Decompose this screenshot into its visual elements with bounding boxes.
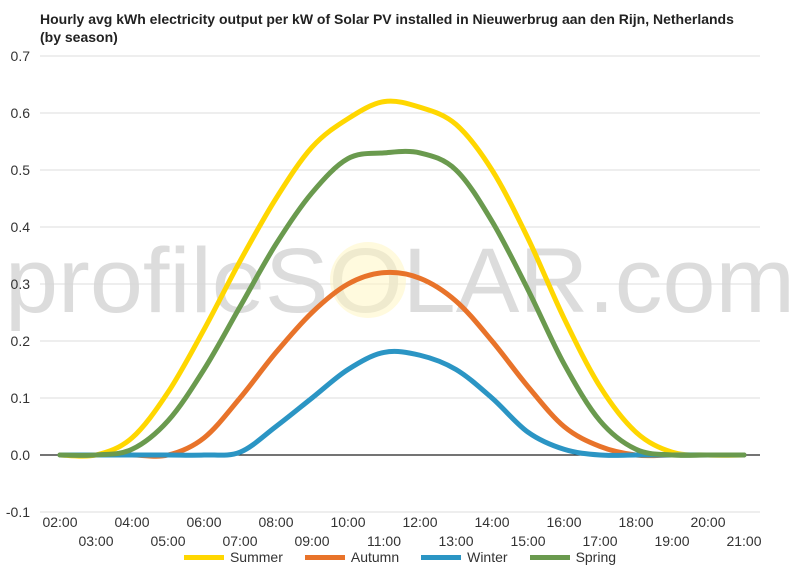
- x-tick-label: 19:00: [654, 533, 689, 549]
- x-tick-label: 02:00: [42, 514, 77, 530]
- x-tick-label: 04:00: [114, 514, 149, 530]
- legend-item-summer: Summer: [183, 549, 283, 565]
- y-tick-label: 0.1: [11, 390, 31, 406]
- series-line-winter: [57, 348, 747, 458]
- y-tick-label: 0.7: [11, 48, 31, 64]
- legend-swatch: [421, 554, 462, 560]
- x-tick-label: 05:00: [150, 533, 185, 549]
- legend: Summer Autumn Winter Spring: [0, 549, 800, 565]
- series-lines: [57, 98, 747, 459]
- x-tick-label: 21:00: [726, 533, 761, 549]
- x-tick-label: 13:00: [438, 533, 473, 549]
- legend-item-winter: Winter: [421, 549, 508, 565]
- x-tick-label: 15:00: [510, 533, 545, 549]
- legend-label: Autumn: [350, 549, 400, 565]
- series-line-summer: [57, 98, 747, 459]
- x-tick-label: 08:00: [258, 514, 293, 530]
- x-tick-label: 18:00: [618, 514, 653, 530]
- series-line-spring: [57, 148, 747, 458]
- watermark-sun-icon: [330, 242, 406, 318]
- x-tick-label: 03:00: [78, 533, 113, 549]
- y-axis-ticks: -0.1 0.0 0.1 0.2 0.3 0.4 0.5 0.6 0.7: [6, 48, 30, 520]
- x-tick-label: 09:00: [294, 533, 329, 549]
- legend-item-spring: Spring: [529, 549, 617, 565]
- legend-label: Summer: [229, 549, 283, 565]
- legend-swatch: [183, 554, 224, 560]
- x-tick-label: 17:00: [582, 533, 617, 549]
- x-tick-label: 14:00: [474, 514, 509, 530]
- legend-swatch: [304, 554, 345, 560]
- x-tick-label: 07:00: [222, 533, 257, 549]
- legend-label: Winter: [467, 549, 508, 565]
- y-tick-label: 0.3: [11, 276, 31, 292]
- x-tick-label: 11:00: [367, 533, 401, 549]
- legend-item-autumn: Autumn: [304, 549, 400, 565]
- y-tick-label: 0.2: [11, 333, 31, 349]
- y-tick-label: 0.4: [11, 219, 31, 235]
- y-tick-label: 0.6: [11, 105, 31, 121]
- y-tick-label: 0.0: [11, 447, 31, 463]
- x-axis-ticks: 02:0003:0004:0005:0006:0007:0008:0009:00…: [42, 514, 761, 549]
- x-tick-label: 16:00: [546, 514, 581, 530]
- x-tick-label: 10:00: [330, 514, 365, 530]
- x-tick-label: 20:00: [690, 514, 725, 530]
- legend-label: Spring: [575, 549, 617, 565]
- y-tick-label: 0.5: [11, 162, 31, 178]
- legend-swatch: [529, 554, 570, 560]
- x-tick-label: 06:00: [186, 514, 221, 530]
- x-tick-label: 12:00: [402, 514, 437, 530]
- chart-title: Hourly avg kWh electricity output per kW…: [40, 11, 734, 45]
- y-tick-label: -0.1: [6, 504, 30, 520]
